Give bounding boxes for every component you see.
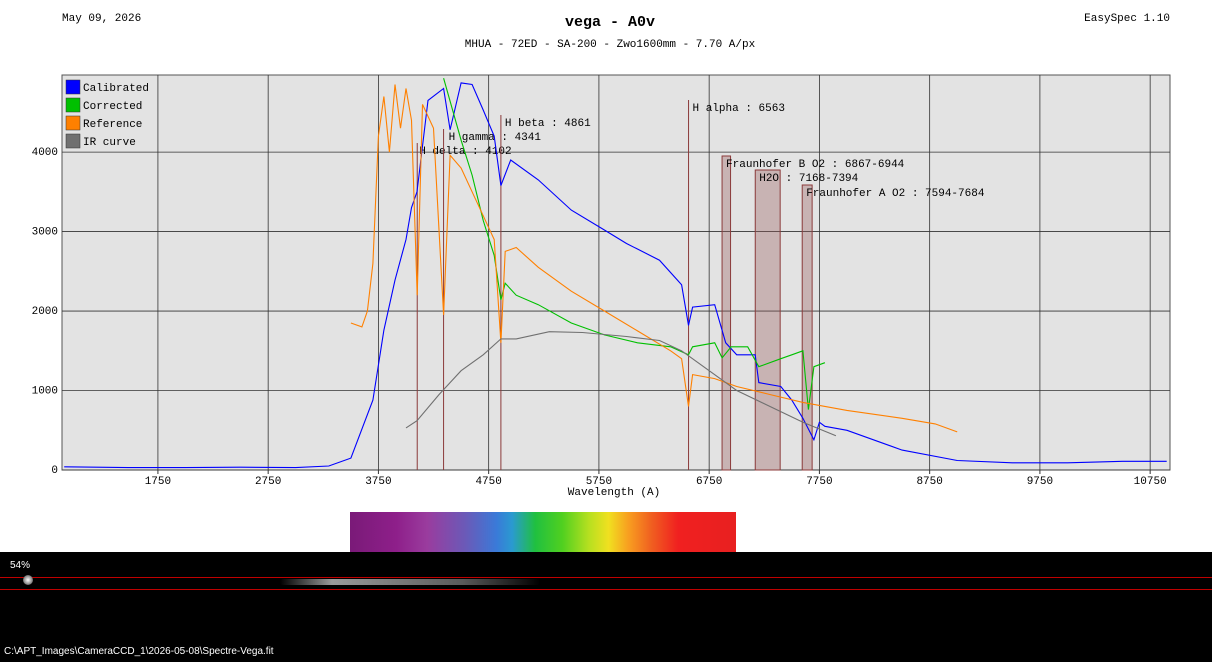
- chart: May 09, 2026 vega - A0v MHUA - 72ED - SA…: [32, 13, 1171, 499]
- annotation-label: H2O : 7168-7394: [759, 173, 858, 185]
- legend-label: Reference: [83, 119, 142, 131]
- x-axis-label: Wavelength (A): [568, 487, 660, 499]
- date: May 09, 2026: [62, 13, 141, 25]
- x-tick-label: 8750: [916, 476, 942, 488]
- y-tick-label: 4000: [32, 147, 58, 159]
- legend-label: IR curve: [83, 137, 136, 149]
- zoom-label: 54%: [10, 560, 31, 571]
- legend-swatch: [65, 79, 81, 95]
- x-tick-label: 2750: [255, 476, 281, 488]
- annotation-label: H beta : 4861: [505, 118, 591, 130]
- chart-subtitle: MHUA - 72ED - SA-200 - Zwo1600mm - 7.70 …: [465, 39, 756, 51]
- annotation-label: H alpha : 6563: [693, 103, 785, 115]
- legend: Calibrated Corrected Reference IR curve: [65, 79, 149, 149]
- x-tick-label: 10750: [1134, 476, 1167, 488]
- y-tick-label: 0: [51, 465, 58, 477]
- absorption-band: [754, 169, 781, 471]
- x-tick-label: 1750: [145, 476, 171, 488]
- file-path: C:\APT_Images\CameraCCD_1\2026-05-08\Spe…: [4, 646, 274, 657]
- x-tick-label: 5750: [586, 476, 612, 488]
- series-lines: [64, 78, 1167, 469]
- legend-swatch: [65, 133, 81, 149]
- software-name: EasySpec 1.10: [1084, 13, 1170, 25]
- x-tick-label: 4750: [475, 476, 501, 488]
- legend-swatch: [65, 115, 81, 131]
- absorption-band: [721, 155, 732, 471]
- legend-label: Calibrated: [83, 83, 149, 95]
- x-tick-label: 7750: [806, 476, 832, 488]
- annotation-label: Fraunhofer B O2 : 6867-6944: [726, 159, 905, 171]
- legend-label: Corrected: [83, 101, 142, 113]
- absorption-band: [801, 184, 813, 471]
- annotation-label: Fraunhofer A O2 : 7594-7684: [806, 188, 985, 200]
- spectrum-trace: [280, 579, 540, 585]
- y-tick-label: 2000: [32, 306, 58, 318]
- x-tick-label: 9750: [1027, 476, 1053, 488]
- series-line: [350, 84, 958, 433]
- marker-line: [0, 589, 1212, 590]
- chart-title: vega - A0v: [565, 14, 655, 31]
- grid: 0 1000 2000 3000 4000 1750 2750 3750 4750 5750 675…: [32, 75, 1170, 488]
- y-tick-label: 1000: [32, 385, 58, 397]
- legend-swatch: [65, 97, 81, 113]
- x-tick-label: 3750: [365, 476, 391, 488]
- plot-area: [61, 74, 1171, 471]
- marker-line: [0, 577, 1212, 578]
- star-image: [23, 575, 33, 585]
- y-tick-label: 3000: [32, 226, 58, 238]
- camera-image-panel: 54% C:\APT_Images\CameraCCD_1\2026-05-08…: [0, 552, 1212, 662]
- series-line: [64, 82, 1167, 469]
- x-tick-label: 6750: [696, 476, 722, 488]
- spectrum-color-strip: [350, 512, 736, 552]
- annotation-label: H delta : 4102: [419, 146, 511, 158]
- series-line: [405, 331, 837, 437]
